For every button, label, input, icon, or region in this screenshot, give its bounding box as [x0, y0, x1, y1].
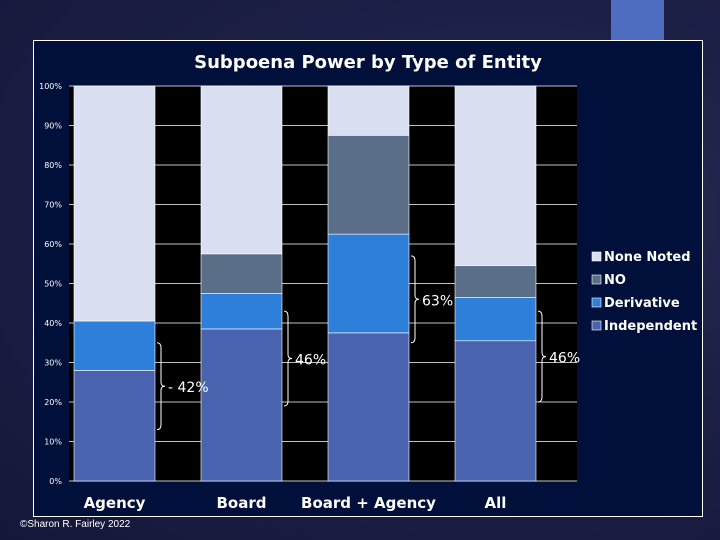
annotation-bracket [410, 255, 420, 344]
y-tick-label: 20% [44, 398, 62, 407]
annotation-bracket [156, 342, 166, 431]
annotation-label: 46% [295, 353, 326, 369]
bar-segment-derivative [454, 297, 537, 342]
y-tick-label: 0% [49, 477, 62, 486]
annotation-bracket [537, 310, 547, 403]
y-tick-label: 70% [44, 201, 62, 210]
legend-label: Derivative [604, 296, 680, 311]
bar-segment-derivative [327, 233, 410, 334]
bar-segment-none-noted [73, 85, 156, 322]
copyright-footer: ©Sharon R. Fairley 2022 [20, 519, 131, 530]
bar-segment-derivative [200, 293, 283, 330]
y-tick-label: 40% [44, 319, 62, 328]
x-category-label: Board [217, 494, 267, 512]
accent-block [611, 0, 664, 40]
y-tick-label: 50% [44, 280, 62, 289]
legend-swatch [591, 274, 602, 285]
chart-frame: Subpoena Power by Type of Entity 0% 10% 20… [33, 40, 703, 517]
chart-title: Subpoena Power by Type of Entity [194, 52, 542, 73]
bar-segment-none-noted [327, 85, 410, 136]
bar-segment-derivative [73, 320, 156, 371]
bar-segment-independent [200, 328, 283, 482]
legend-label: NO [604, 273, 626, 288]
bar-segment-none-noted [454, 85, 537, 267]
legend-swatch [591, 297, 602, 308]
y-tick-label: 90% [44, 122, 62, 131]
bar-segment-independent [327, 332, 410, 482]
x-category-label: All [485, 494, 507, 512]
legend-label: None Noted [604, 250, 691, 265]
stacked-bar-chart: Subpoena Power by Type of Entity 0% 10% 20… [39, 52, 697, 512]
y-tick-label: 60% [44, 240, 62, 249]
y-tick-label: 30% [44, 359, 62, 368]
annotation-label: 63% [422, 293, 453, 309]
bar-segment-no [200, 253, 283, 294]
annotation-label: - 42% [168, 380, 209, 396]
y-tick-label: 10% [44, 438, 62, 447]
bar-segment-independent [454, 340, 537, 482]
bar-segment-no [454, 265, 537, 298]
annotation-bracket [283, 310, 293, 407]
bar-segment-no [327, 135, 410, 235]
y-tick-label: 100% [39, 82, 62, 91]
legend-swatch [591, 320, 602, 331]
bar-segment-independent [73, 370, 156, 482]
x-category-label: Board + Agency [301, 494, 436, 512]
legend-label: Independent [604, 319, 697, 334]
x-category-label: Agency [84, 494, 146, 512]
bar-segment-none-noted [200, 85, 283, 255]
y-tick-label: 80% [44, 161, 62, 170]
annotation-label: 46% [549, 351, 580, 367]
legend-swatch [591, 251, 602, 262]
